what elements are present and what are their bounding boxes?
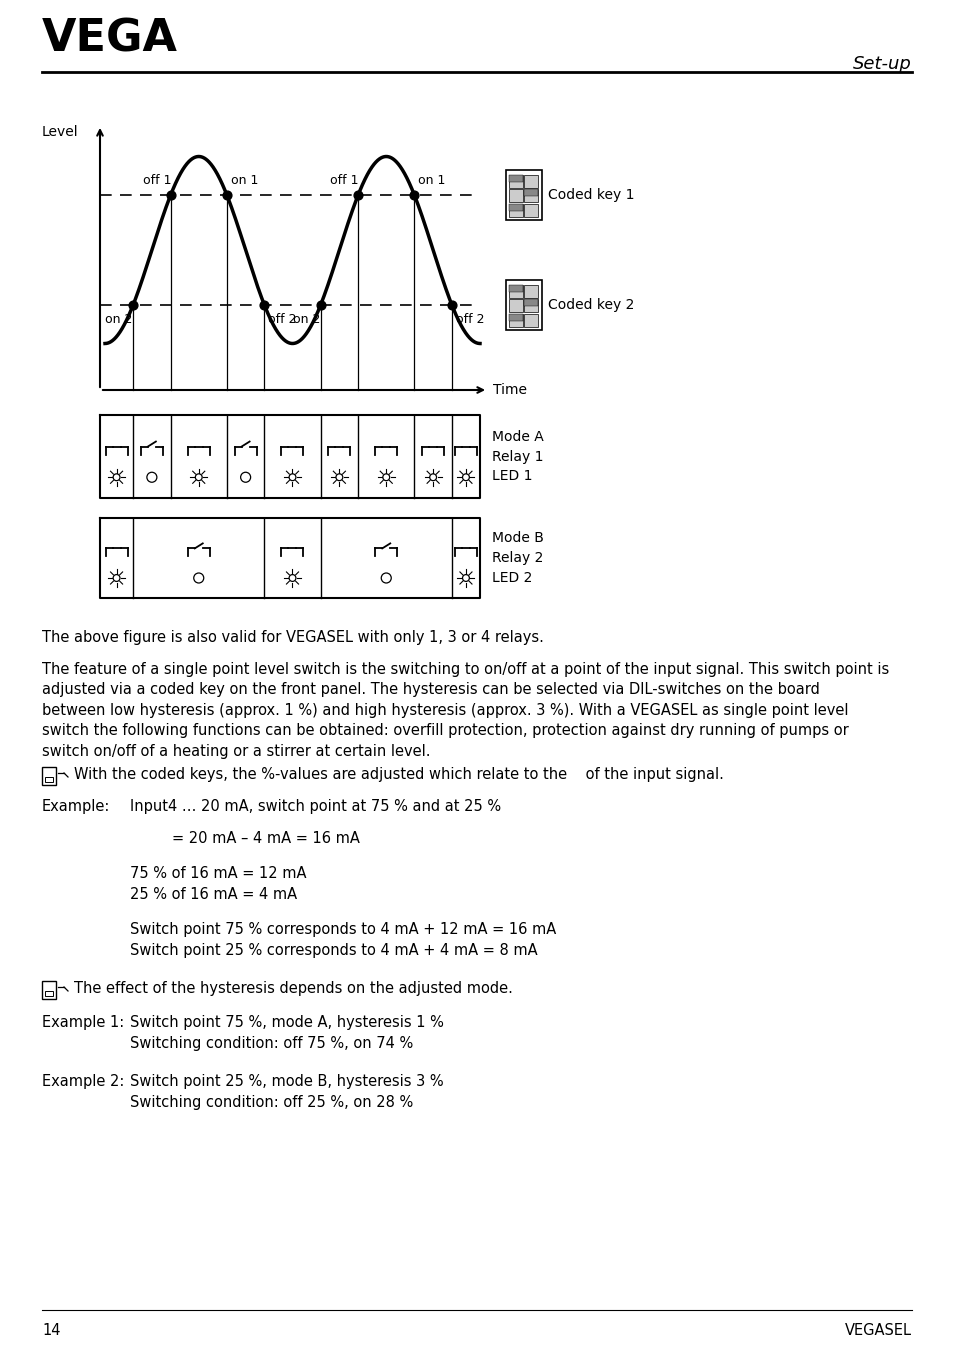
Text: on 1: on 1 [418, 173, 445, 187]
Bar [523, 203, 537, 217]
Text: Switching condition: off 25 %, on 28 %: Switching condition: off 25 %, on 28 % [130, 1095, 413, 1110]
Bar [508, 285, 522, 298]
Text: off 1: off 1 [330, 173, 358, 187]
Bar [508, 203, 522, 217]
Text: The effect of the hysteresis depends on the adjusted mode.: The effect of the hysteresis depends on … [74, 981, 513, 996]
Point [313, 294, 328, 316]
Text: The feature of a single point level switch is the switching to on/off at a point: The feature of a single point level swit… [42, 663, 888, 759]
Bar [523, 299, 537, 312]
Text: = 20 mA – 4 mA = 16 mA: = 20 mA – 4 mA = 16 mA [172, 831, 359, 846]
Bar [42, 981, 56, 999]
Bar [42, 767, 56, 785]
Bar [523, 313, 537, 327]
Text: off 1: off 1 [143, 173, 171, 187]
Text: Set-up: Set-up [852, 56, 911, 73]
Text: Input4 … 20 mA, switch point at 75 % and at 25 %: Input4 … 20 mA, switch point at 75 % and… [130, 799, 500, 814]
Text: off 2: off 2 [268, 313, 296, 327]
Text: VEGASEL: VEGASEL [844, 1322, 911, 1337]
Point [163, 184, 178, 206]
Bar [508, 299, 522, 312]
Text: off 2: off 2 [456, 313, 484, 327]
Bar [523, 175, 537, 188]
Bar [508, 175, 522, 188]
Text: With the coded keys, the %-values are adjusted which relate to the    of the inp: With the coded keys, the %-values are ad… [74, 767, 723, 782]
Text: The above figure is also valid for VEGASEL with only 1, 3 or 4 relays.: The above figure is also valid for VEGAS… [42, 630, 543, 645]
Point [126, 294, 141, 316]
Point [256, 294, 272, 316]
Bar [508, 175, 522, 182]
Bar [508, 203, 522, 211]
Bar [508, 190, 522, 202]
Bar [508, 313, 522, 321]
Text: Time: Time [493, 383, 526, 397]
Bar [523, 285, 537, 298]
Text: Switch point 25 % corresponds to 4 mA + 4 mA = 8 mA: Switch point 25 % corresponds to 4 mA + … [130, 943, 537, 958]
Text: Example 1:: Example 1: [42, 1015, 124, 1030]
Text: Mode A
Relay 1
LED 1: Mode A Relay 1 LED 1 [492, 430, 543, 482]
Text: Coded key 1: Coded key 1 [547, 188, 634, 202]
Text: 75 % of 16 mA = 12 mA: 75 % of 16 mA = 12 mA [130, 866, 306, 881]
Point [350, 184, 365, 206]
Text: on 2: on 2 [105, 313, 132, 327]
Text: Level: Level [42, 125, 78, 140]
Bar [508, 285, 522, 293]
Point [219, 184, 234, 206]
Bar [523, 190, 537, 196]
Bar [523, 190, 537, 202]
Text: Coded key 2: Coded key 2 [547, 298, 634, 312]
Text: Example 2:: Example 2: [42, 1075, 124, 1089]
Text: Switching condition: off 75 %, on 74 %: Switching condition: off 75 %, on 74 % [130, 1037, 413, 1051]
Text: VEGA: VEGA [42, 18, 178, 61]
Point [406, 184, 421, 206]
Bar [505, 169, 541, 220]
Text: Switch point 75 %, mode A, hysteresis 1 %: Switch point 75 %, mode A, hysteresis 1 … [130, 1015, 443, 1030]
Text: on 1: on 1 [231, 173, 258, 187]
Text: 14: 14 [42, 1322, 60, 1337]
Text: Switch point 25 %, mode B, hysteresis 3 %: Switch point 25 %, mode B, hysteresis 3 … [130, 1075, 443, 1089]
Text: Example:: Example: [42, 799, 111, 814]
Bar [505, 280, 541, 331]
Text: Mode B
Relay 2
LED 2: Mode B Relay 2 LED 2 [492, 531, 543, 584]
Point [444, 294, 459, 316]
Text: on 2: on 2 [293, 313, 319, 327]
Bar [508, 313, 522, 327]
Bar [45, 991, 53, 996]
Text: 25 % of 16 mA = 4 mA: 25 % of 16 mA = 4 mA [130, 888, 296, 902]
Bar [45, 776, 53, 782]
Text: Switch point 75 % corresponds to 4 mA + 12 mA = 16 mA: Switch point 75 % corresponds to 4 mA + … [130, 921, 556, 938]
Bar [523, 299, 537, 306]
